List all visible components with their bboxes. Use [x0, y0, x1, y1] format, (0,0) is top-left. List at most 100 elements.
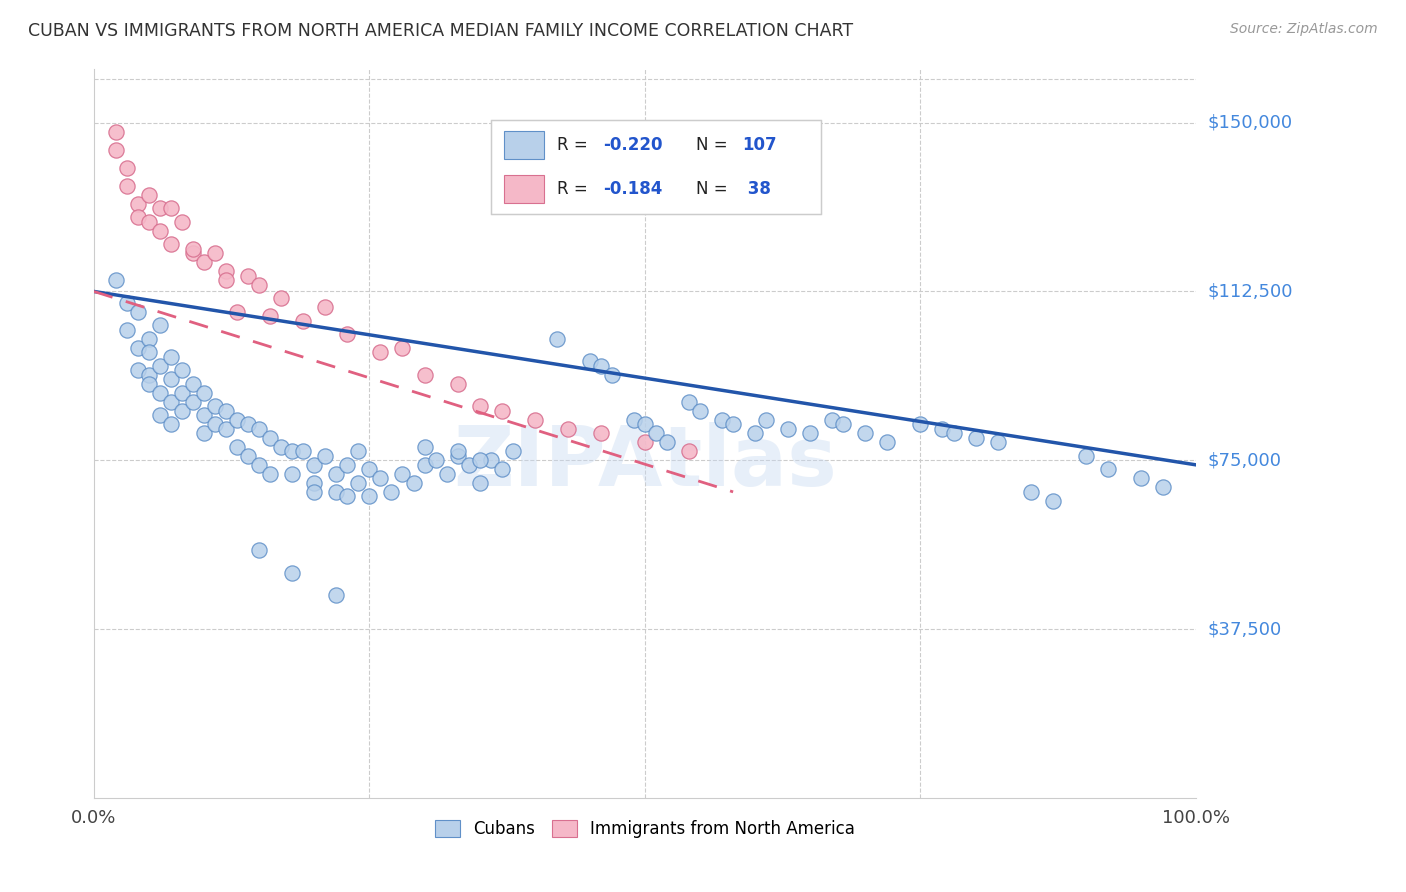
Point	[259, 310, 281, 324]
Point	[259, 467, 281, 481]
Point	[281, 444, 304, 458]
Point	[292, 444, 315, 458]
Point	[215, 264, 238, 278]
Point	[579, 354, 602, 368]
Point	[127, 196, 149, 211]
Point	[270, 440, 292, 454]
Point	[446, 449, 468, 463]
Point	[457, 458, 479, 472]
Point	[181, 376, 204, 391]
Point	[832, 417, 855, 432]
Point	[127, 210, 149, 224]
Point	[247, 458, 270, 472]
Point	[1074, 449, 1097, 463]
Point	[436, 467, 458, 481]
Text: $150,000: $150,000	[1208, 113, 1292, 131]
Point	[215, 404, 238, 418]
Point	[325, 589, 347, 603]
Point	[623, 413, 645, 427]
Point	[413, 440, 436, 454]
Point	[711, 413, 734, 427]
Point	[160, 394, 183, 409]
Point	[491, 462, 513, 476]
Point	[678, 444, 700, 458]
Point	[479, 453, 502, 467]
Point	[965, 431, 987, 445]
Point	[149, 201, 172, 215]
Point	[876, 435, 898, 450]
Point	[149, 224, 172, 238]
Point	[634, 435, 657, 450]
Point	[160, 350, 183, 364]
Point	[304, 475, 326, 490]
Point	[491, 404, 513, 418]
Point	[468, 475, 491, 490]
Point	[413, 458, 436, 472]
Point	[138, 368, 160, 382]
Point	[600, 368, 623, 382]
Point	[115, 295, 138, 310]
Point	[413, 368, 436, 382]
Point	[987, 435, 1010, 450]
Point	[347, 444, 370, 458]
Point	[589, 426, 612, 441]
Point	[314, 300, 336, 314]
Point	[193, 385, 215, 400]
Point	[853, 426, 876, 441]
Point	[238, 449, 260, 463]
Point	[226, 440, 249, 454]
Point	[446, 444, 468, 458]
Text: CUBAN VS IMMIGRANTS FROM NORTH AMERICA MEDIAN FAMILY INCOME CORRELATION CHART: CUBAN VS IMMIGRANTS FROM NORTH AMERICA M…	[28, 22, 853, 40]
Point	[380, 484, 402, 499]
Legend: Cubans, Immigrants from North America: Cubans, Immigrants from North America	[429, 813, 862, 845]
Point	[138, 187, 160, 202]
Point	[138, 214, 160, 228]
Point	[589, 359, 612, 373]
Point	[138, 332, 160, 346]
Point	[226, 304, 249, 318]
Point	[104, 143, 127, 157]
Point	[238, 417, 260, 432]
Point	[678, 394, 700, 409]
Point	[370, 345, 392, 359]
Text: Source: ZipAtlas.com: Source: ZipAtlas.com	[1230, 22, 1378, 37]
Point	[446, 376, 468, 391]
Point	[325, 467, 347, 481]
Point	[149, 385, 172, 400]
Point	[204, 246, 226, 260]
Point	[247, 543, 270, 558]
Point	[181, 246, 204, 260]
Point	[204, 417, 226, 432]
Point	[160, 201, 183, 215]
Point	[304, 484, 326, 499]
Point	[721, 417, 744, 432]
Point	[325, 484, 347, 499]
Text: $112,500: $112,500	[1208, 283, 1292, 301]
Point	[910, 417, 932, 432]
Point	[160, 237, 183, 252]
Point	[1152, 480, 1174, 494]
Point	[655, 435, 678, 450]
Point	[755, 413, 778, 427]
Point	[336, 458, 359, 472]
Point	[149, 318, 172, 333]
Point	[149, 359, 172, 373]
Point	[172, 363, 194, 377]
Point	[744, 426, 766, 441]
Point	[402, 475, 425, 490]
Point	[634, 417, 657, 432]
Point	[931, 422, 953, 436]
Point	[259, 431, 281, 445]
Point	[1129, 471, 1152, 485]
Point	[336, 489, 359, 503]
Point	[226, 413, 249, 427]
Point	[215, 422, 238, 436]
Point	[160, 372, 183, 386]
Point	[645, 426, 668, 441]
Point	[942, 426, 965, 441]
Point	[359, 489, 381, 503]
Point	[1019, 484, 1042, 499]
Point	[778, 422, 800, 436]
Point	[172, 404, 194, 418]
Point	[391, 467, 413, 481]
